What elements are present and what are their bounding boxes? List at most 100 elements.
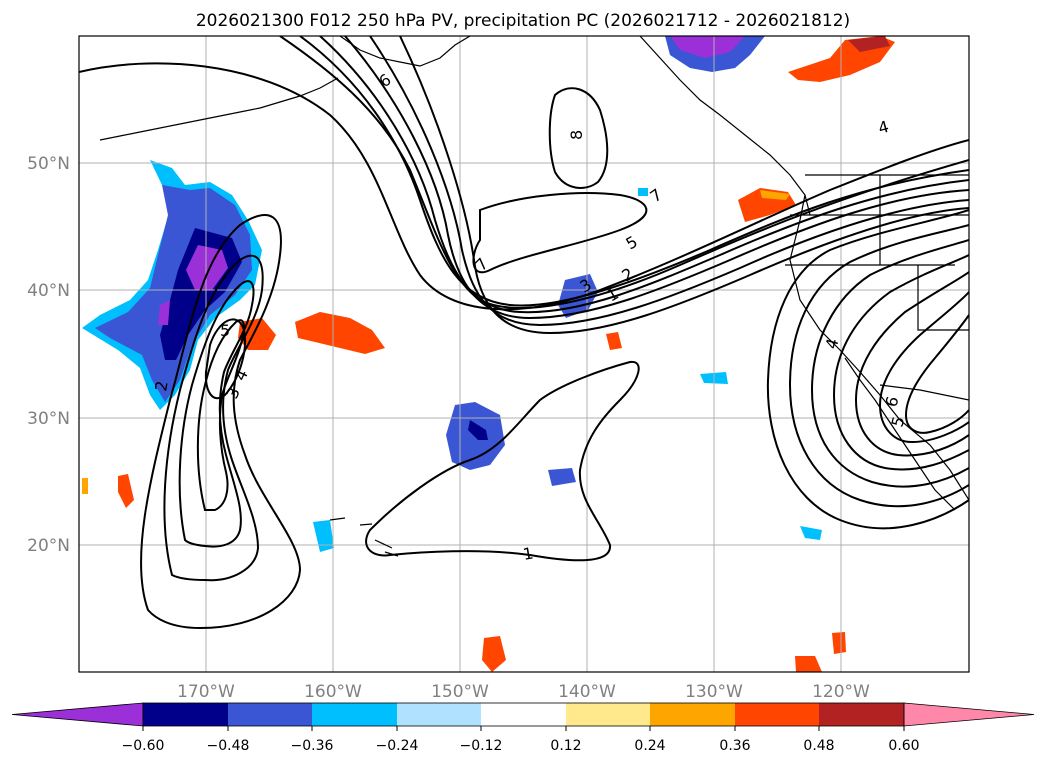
lon-label: 170°W	[177, 682, 235, 702]
contour-label: 5	[220, 321, 230, 340]
pv-contour-trough-5	[344, 36, 969, 320]
colorbar-bin	[819, 703, 904, 726]
colorbar-ticks	[142, 726, 905, 731]
lat-labels: 50°N 40°N 30°N 20°N	[27, 154, 70, 556]
colorbar-extension-high	[903, 702, 1035, 727]
pv-contour-closed-7	[472, 192, 648, 274]
colorbar-tick-label: −0.48	[207, 738, 250, 754]
baja-coast	[844, 357, 956, 511]
pv-contour-trough-4	[319, 36, 969, 314]
colorbar-bin	[312, 703, 397, 726]
hawaii-islands	[329, 517, 399, 557]
contour-label: 6	[882, 394, 903, 409]
us-west-coast	[789, 194, 969, 501]
contour-label: 5	[888, 414, 909, 429]
contour-label: 2	[151, 379, 171, 392]
precip-negative-region-small-4	[800, 526, 822, 540]
precip-negative-region-small-3	[313, 520, 334, 552]
colorbar-bin	[566, 703, 650, 726]
precip-positive-region-2	[238, 318, 276, 350]
colorbar-tick-label: −0.60	[122, 738, 165, 754]
lat-label: 30°N	[27, 409, 70, 429]
precip-negative-region-offshore	[558, 274, 598, 318]
us-state-border-4	[917, 265, 969, 331]
precip-positive-region-8	[832, 632, 846, 654]
colorbar-tick-label: 0.36	[719, 738, 750, 754]
pv-contour-eastern-low-4	[832, 254, 969, 471]
precip-positive-patches	[82, 36, 895, 672]
pv-contour-closed-8	[548, 87, 609, 189]
pv-contour-trough-7	[399, 36, 969, 335]
colorbar-tick-label: 0.12	[550, 738, 581, 754]
mexico-border	[879, 384, 969, 401]
precip-positive-region-6	[482, 636, 506, 672]
precip-negative-region-north-core	[670, 36, 745, 58]
lon-label: 120°W	[812, 682, 870, 702]
pv-contour-closed-5	[204, 318, 246, 400]
pv-contour-central-1	[365, 360, 640, 562]
colorbar-outline	[142, 702, 905, 727]
contour-label: 4	[822, 336, 843, 351]
map-title: 2026021300 F012 250 hPa PV, precipitatio…	[196, 11, 850, 31]
map-frame	[78, 35, 970, 673]
pv-contour-outer-trough	[79, 62, 969, 311]
pv-contour-trough-6	[369, 36, 969, 327]
pv-contour-eastern-low-2	[788, 224, 969, 508]
colorbar-bin	[650, 703, 735, 726]
contour-label: 4	[876, 117, 891, 138]
pv-contour-western-ridge-3	[178, 280, 255, 548]
precip-positive-region-9	[606, 332, 622, 350]
precip-positive-region-7	[795, 656, 822, 672]
colorbar-segments	[11, 702, 1035, 727]
map-panel: 6 8 7 7 5 3 2 1 4 5 3 4 2 1 4 5 6	[78, 35, 970, 673]
pv-contour-western-ridge-4	[196, 319, 245, 511]
colorbar-bin	[481, 703, 566, 726]
precip-negative-region-west-peak	[186, 245, 228, 290]
lon-label: 150°W	[431, 682, 489, 702]
colorbar-tick-label: 0.60	[888, 738, 919, 754]
colorbar-tick-label: −0.12	[460, 738, 503, 754]
precip-negative-patches	[82, 36, 822, 552]
precip-negative-region-small-1	[548, 468, 576, 486]
precip-negative-region-west-peak-2	[158, 300, 170, 325]
precip-positive-region-4-edge	[848, 36, 890, 52]
lat-label: 50°N	[27, 154, 70, 174]
lon-labels: 170°W 160°W 150°W 140°W 130°W 120°W	[177, 682, 870, 702]
colorbar-bin	[228, 703, 312, 726]
pv-contour-eastern-low-3	[810, 239, 969, 488]
pv-contour-western-ridge-1	[139, 214, 302, 630]
pv-contour-eastern-low-7	[904, 314, 969, 434]
colorbar-tick-label: 0.24	[634, 738, 665, 754]
precip-positive-region-3-edge	[760, 190, 790, 200]
lon-label: 130°W	[685, 682, 743, 702]
colorbar-tick-label: −0.36	[291, 738, 334, 754]
pv-contour-trough-2	[279, 36, 969, 309]
colorbar-tick-labels: −0.60 −0.48 −0.36 −0.24 −0.12 0.12 0.24 …	[122, 738, 920, 754]
colorbar-bin	[735, 703, 819, 726]
pv-contour-eastern-low-6	[878, 291, 969, 444]
colorbar-extension-low	[11, 702, 144, 727]
lon-label: 160°W	[304, 682, 362, 702]
pv-contour-eastern-low-1	[766, 209, 969, 530]
pv-contours	[79, 36, 969, 630]
alaska-coast	[339, 36, 471, 67]
lat-label: 40°N	[27, 281, 70, 301]
pv-contour-trough-3	[299, 36, 969, 307]
colorbar-bin	[143, 703, 228, 726]
colorbar-tick-label: 0.48	[803, 738, 834, 754]
precip-negative-region-central-core	[468, 420, 488, 440]
precip-positive-region-1	[295, 312, 385, 354]
contour-label: 1	[521, 543, 534, 563]
colorbar-bin	[397, 703, 481, 726]
lat-label: 20°N	[27, 536, 70, 556]
precip-negative-region-small-5	[638, 188, 648, 196]
lon-label: 140°W	[558, 682, 616, 702]
pv-contour-eastern-low-5	[854, 271, 969, 457]
colorbar: −0.60 −0.48 −0.36 −0.24 −0.12 0.12 0.24 …	[11, 702, 1035, 754]
precip-positive-region-5	[118, 474, 134, 508]
contour-label: 8	[567, 130, 586, 140]
bc-coast	[639, 36, 811, 216]
colorbar-tick-label: −0.24	[376, 738, 419, 754]
precip-positive-region-10	[82, 478, 88, 494]
